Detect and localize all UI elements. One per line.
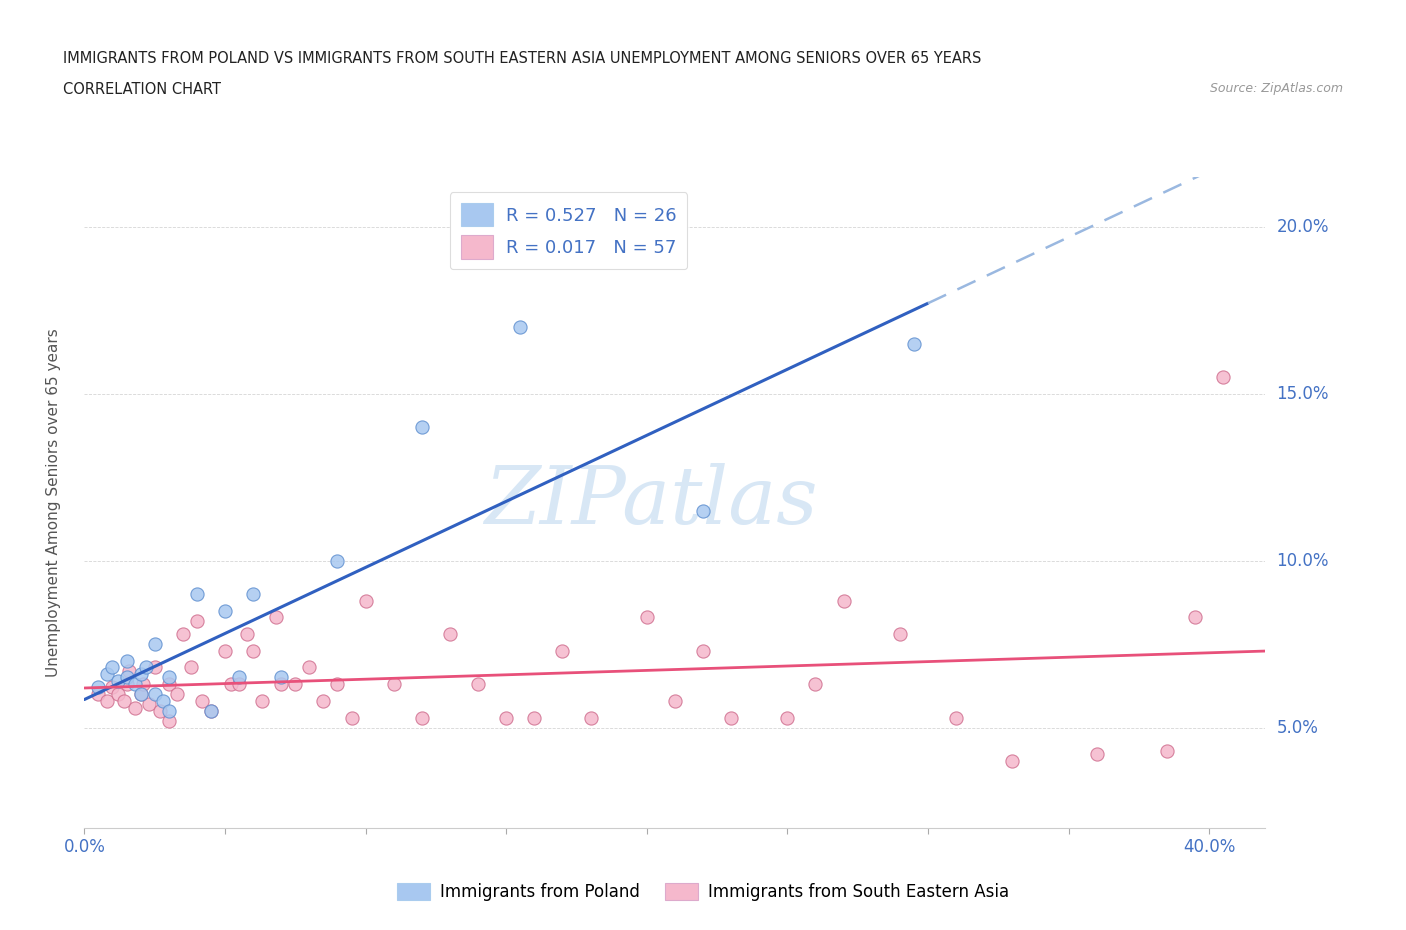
Point [832,593,855,608]
Point [107,686,129,701]
Text: CORRELATION CHART: CORRELATION CHART [63,82,221,97]
Point [692,644,714,658]
Point [132,677,155,692]
Point [467,677,489,692]
Text: ZIPatlas: ZIPatlas [485,463,818,541]
Point [149,703,172,718]
Point [157,703,180,718]
Point [191,694,214,709]
Point [326,677,349,692]
Point [340,711,363,725]
Point [439,627,461,642]
Text: 5.0%: 5.0% [1277,719,1319,737]
Point [118,663,141,678]
Point [115,654,138,669]
Point [143,637,166,652]
Text: 20.0%: 20.0% [1277,218,1329,236]
Point [107,673,129,688]
Legend: Immigrants from Poland, Immigrants from South Eastern Asia: Immigrants from Poland, Immigrants from … [389,876,1017,908]
Text: Source: ZipAtlas.com: Source: ZipAtlas.com [1209,82,1343,95]
Point [214,644,236,658]
Point [495,711,517,725]
Y-axis label: Unemployment Among Seniors over 65 years: Unemployment Among Seniors over 65 years [46,328,60,677]
Point [298,660,321,675]
Point [152,694,174,709]
Point [411,419,433,434]
Point [157,670,180,684]
Point [101,660,124,675]
Point [1156,743,1178,758]
Point [523,711,546,725]
Point [135,660,157,675]
Point [411,711,433,725]
Point [1212,369,1234,384]
Point [228,670,250,684]
Point [101,680,124,695]
Point [96,667,118,682]
Point [270,677,292,692]
Point [326,553,349,568]
Point [664,694,686,709]
Point [157,677,180,692]
Point [115,677,138,692]
Point [720,711,742,725]
Point [186,587,208,602]
Point [214,604,236,618]
Point [172,627,194,642]
Text: 10.0%: 10.0% [1277,551,1329,569]
Point [903,336,925,351]
Point [186,613,208,628]
Point [312,694,335,709]
Point [636,610,658,625]
Point [236,627,259,642]
Point [129,667,152,682]
Text: 15.0%: 15.0% [1277,385,1329,403]
Point [200,703,222,718]
Point [166,686,188,701]
Point [112,694,135,709]
Point [509,320,531,335]
Point [551,644,574,658]
Point [124,677,146,692]
Point [692,503,714,518]
Point [200,703,222,718]
Point [138,697,160,711]
Point [242,644,264,658]
Point [284,677,307,692]
Point [270,670,292,684]
Point [87,686,110,701]
Point [264,610,287,625]
Point [143,660,166,675]
Point [354,593,377,608]
Point [96,694,118,709]
Point [776,711,799,725]
Point [228,677,250,692]
Point [382,677,405,692]
Point [219,677,242,692]
Point [579,711,602,725]
Point [242,587,264,602]
Point [157,713,180,728]
Text: IMMIGRANTS FROM POLAND VS IMMIGRANTS FROM SOUTH EASTERN ASIA UNEMPLOYMENT AMONG : IMMIGRANTS FROM POLAND VS IMMIGRANTS FRO… [63,51,981,66]
Point [1001,753,1024,768]
Point [945,711,967,725]
Point [889,627,911,642]
Legend: R = 0.527   N = 26, R = 0.017   N = 57: R = 0.527 N = 26, R = 0.017 N = 57 [450,193,688,270]
Point [115,670,138,684]
Point [87,680,110,695]
Point [143,686,166,701]
Point [129,686,152,701]
Point [250,694,273,709]
Point [804,677,827,692]
Point [124,700,146,715]
Point [1085,747,1108,762]
Point [129,686,152,701]
Point [180,660,202,675]
Point [1184,610,1206,625]
